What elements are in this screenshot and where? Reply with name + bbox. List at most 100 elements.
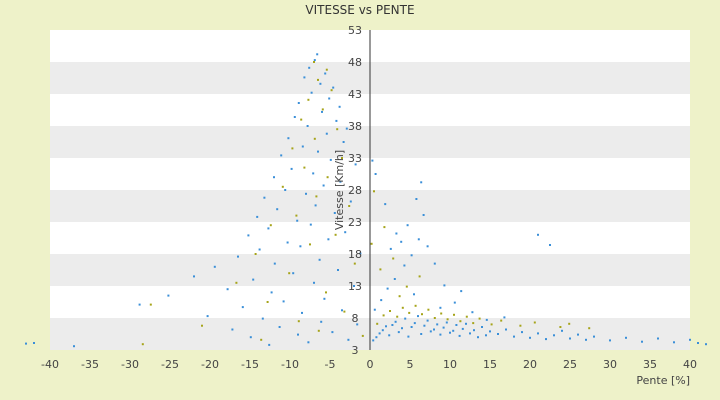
- data-point: [373, 190, 375, 193]
- data-point: [429, 330, 432, 333]
- data-point: [301, 311, 303, 314]
- data-point: [307, 98, 310, 101]
- data-point: [287, 137, 290, 140]
- data-point: [316, 53, 319, 56]
- data-point: [354, 163, 357, 166]
- data-point: [386, 287, 389, 290]
- data-point: [341, 157, 343, 159]
- data-point: [344, 231, 347, 234]
- data-point: [321, 110, 323, 113]
- x-tick-label: -20: [201, 358, 219, 371]
- y-tick-label: 33: [348, 152, 362, 165]
- x-tick-label: 20: [523, 358, 537, 371]
- data-point: [201, 324, 203, 327]
- data-point: [452, 329, 455, 332]
- data-point: [349, 200, 352, 203]
- data-point: [433, 317, 436, 319]
- data-point: [415, 198, 418, 200]
- data-point: [397, 331, 400, 334]
- data-point: [389, 310, 391, 312]
- data-point: [313, 137, 316, 140]
- data-point: [427, 308, 430, 311]
- x-tick-label: 25: [563, 358, 577, 371]
- data-point: [314, 204, 317, 207]
- data-point: [325, 291, 327, 294]
- data-point: [477, 336, 479, 339]
- data-point: [330, 89, 333, 92]
- data-point: [353, 285, 355, 287]
- x-tick-label: -15: [241, 358, 259, 371]
- data-point: [319, 82, 322, 85]
- data-point: [280, 154, 283, 157]
- data-point: [465, 322, 467, 325]
- data-point: [313, 59, 316, 62]
- data-point: [317, 150, 319, 153]
- data-point: [331, 331, 334, 334]
- data-point: [339, 180, 342, 183]
- x-tick-label: -5: [325, 358, 336, 371]
- data-point: [395, 232, 398, 235]
- data-point: [391, 324, 394, 326]
- data-point: [310, 91, 313, 94]
- data-point: [549, 244, 551, 246]
- data-point: [320, 320, 323, 323]
- data-point: [260, 338, 263, 341]
- data-point: [372, 339, 375, 342]
- y-tick-label: 43: [348, 88, 362, 101]
- data-point: [485, 334, 487, 337]
- data-point: [347, 338, 350, 341]
- data-point: [73, 345, 75, 348]
- data-point: [455, 324, 458, 326]
- data-point: [497, 333, 499, 335]
- data-point: [305, 192, 307, 195]
- data-point: [328, 97, 331, 100]
- data-point: [297, 333, 299, 336]
- data-point: [469, 332, 471, 335]
- data-point: [577, 333, 579, 336]
- data-point: [657, 337, 659, 340]
- data-point: [342, 141, 345, 143]
- data-point: [407, 335, 410, 338]
- data-point: [689, 338, 691, 341]
- data-point: [389, 247, 392, 250]
- data-point: [489, 330, 491, 333]
- data-point: [345, 127, 348, 130]
- data-point: [325, 68, 328, 71]
- data-point: [392, 257, 395, 260]
- data-point: [405, 285, 408, 288]
- data-point: [458, 334, 461, 337]
- data-point: [318, 258, 321, 261]
- data-point: [410, 254, 413, 257]
- data-point: [324, 72, 327, 75]
- data-point: [529, 336, 531, 339]
- data-point: [453, 313, 455, 316]
- data-point: [533, 321, 536, 324]
- chart-title: VITESSE vs PENTE: [305, 3, 414, 17]
- y-tick-label: 28: [348, 184, 362, 197]
- data-point: [568, 322, 571, 325]
- data-point: [381, 329, 384, 332]
- data-point: [453, 301, 456, 304]
- data-point: [394, 320, 397, 323]
- data-point: [273, 262, 276, 265]
- y-tick-label: 3: [352, 344, 359, 357]
- data-point: [306, 125, 309, 127]
- data-point: [382, 314, 385, 317]
- data-point: [413, 322, 416, 325]
- data-point: [258, 248, 261, 251]
- x-tick-label: -10: [281, 358, 299, 371]
- data-point: [267, 227, 270, 230]
- y-tick-label: 23: [348, 216, 362, 229]
- y-tick-label: 18: [348, 248, 362, 261]
- data-point: [249, 336, 252, 339]
- data-point: [206, 315, 209, 318]
- data-point: [374, 173, 377, 175]
- data-point: [537, 233, 539, 236]
- data-point: [266, 301, 269, 303]
- data-point: [500, 319, 503, 322]
- data-point: [361, 334, 364, 337]
- data-point: [472, 322, 475, 325]
- data-point: [443, 284, 446, 287]
- data-point: [33, 342, 35, 344]
- data-point: [393, 278, 396, 280]
